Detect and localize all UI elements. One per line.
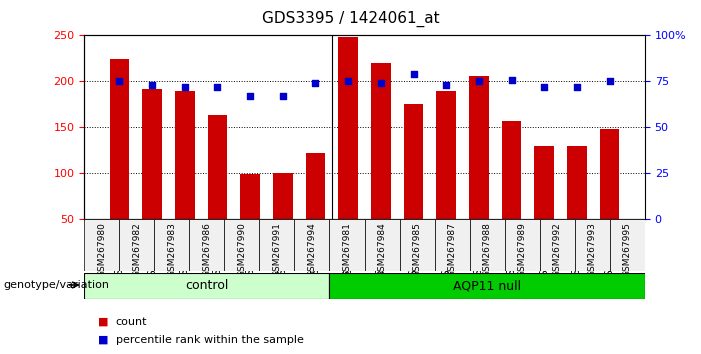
Text: GSM267984: GSM267984 [378, 222, 386, 277]
Text: count: count [116, 317, 147, 327]
Bar [154, 219, 189, 271]
Point [441, 82, 452, 88]
Bar [365, 219, 400, 271]
Text: GSM267989: GSM267989 [518, 222, 526, 277]
Text: GSM267983: GSM267983 [168, 222, 176, 277]
Bar [306, 153, 325, 219]
Bar [400, 219, 435, 271]
Bar [437, 91, 456, 219]
Point [179, 84, 191, 90]
Text: control: control [185, 279, 229, 292]
Text: GSM267982: GSM267982 [132, 222, 141, 277]
Point [310, 80, 321, 86]
Bar [610, 219, 645, 271]
Text: GSM267992: GSM267992 [553, 222, 562, 277]
Bar [273, 173, 292, 219]
Point [343, 79, 354, 84]
Bar [84, 219, 119, 271]
Point [604, 79, 615, 84]
Bar [142, 89, 162, 219]
Bar [109, 59, 129, 219]
Text: GSM267986: GSM267986 [203, 222, 211, 277]
Bar [435, 219, 470, 271]
Text: ■: ■ [98, 335, 109, 345]
FancyBboxPatch shape [84, 273, 329, 299]
Point [538, 84, 550, 90]
Point [212, 84, 223, 90]
Text: GSM267987: GSM267987 [448, 222, 456, 277]
Bar [339, 37, 358, 219]
Text: ■: ■ [98, 317, 109, 327]
Bar [575, 219, 610, 271]
Bar [329, 219, 365, 271]
Text: GSM267985: GSM267985 [413, 222, 421, 277]
Text: GSM267993: GSM267993 [588, 222, 597, 277]
Bar [505, 219, 540, 271]
Point [375, 80, 386, 86]
Text: GSM267991: GSM267991 [273, 222, 281, 277]
Point [277, 93, 288, 99]
Text: AQP11 null: AQP11 null [453, 279, 522, 292]
Point [506, 77, 517, 82]
Bar [294, 219, 329, 271]
Bar [224, 219, 259, 271]
Bar [469, 76, 489, 219]
Bar [567, 146, 587, 219]
Bar [175, 91, 195, 219]
Bar [404, 103, 423, 219]
Bar [207, 115, 227, 219]
Bar [600, 129, 620, 219]
Text: GDS3395 / 1424061_at: GDS3395 / 1424061_at [261, 11, 440, 27]
Bar [371, 63, 390, 219]
Text: GSM267980: GSM267980 [97, 222, 106, 277]
Bar [502, 121, 522, 219]
Point [245, 93, 256, 99]
Bar [540, 219, 575, 271]
Point [473, 79, 484, 84]
Point [114, 79, 125, 84]
Text: GSM267995: GSM267995 [623, 222, 632, 277]
Text: GSM267988: GSM267988 [483, 222, 491, 277]
Bar [470, 219, 505, 271]
Text: percentile rank within the sample: percentile rank within the sample [116, 335, 304, 345]
FancyBboxPatch shape [329, 273, 645, 299]
Bar [534, 146, 554, 219]
Point [408, 71, 419, 77]
Bar [259, 219, 294, 271]
Text: GSM267994: GSM267994 [308, 222, 316, 277]
Point [147, 82, 158, 88]
Point [571, 84, 583, 90]
Bar [189, 219, 224, 271]
Text: GSM267990: GSM267990 [238, 222, 246, 277]
Bar [240, 175, 260, 219]
Text: genotype/variation: genotype/variation [4, 280, 109, 290]
Text: GSM267981: GSM267981 [343, 222, 351, 277]
Bar [119, 219, 154, 271]
